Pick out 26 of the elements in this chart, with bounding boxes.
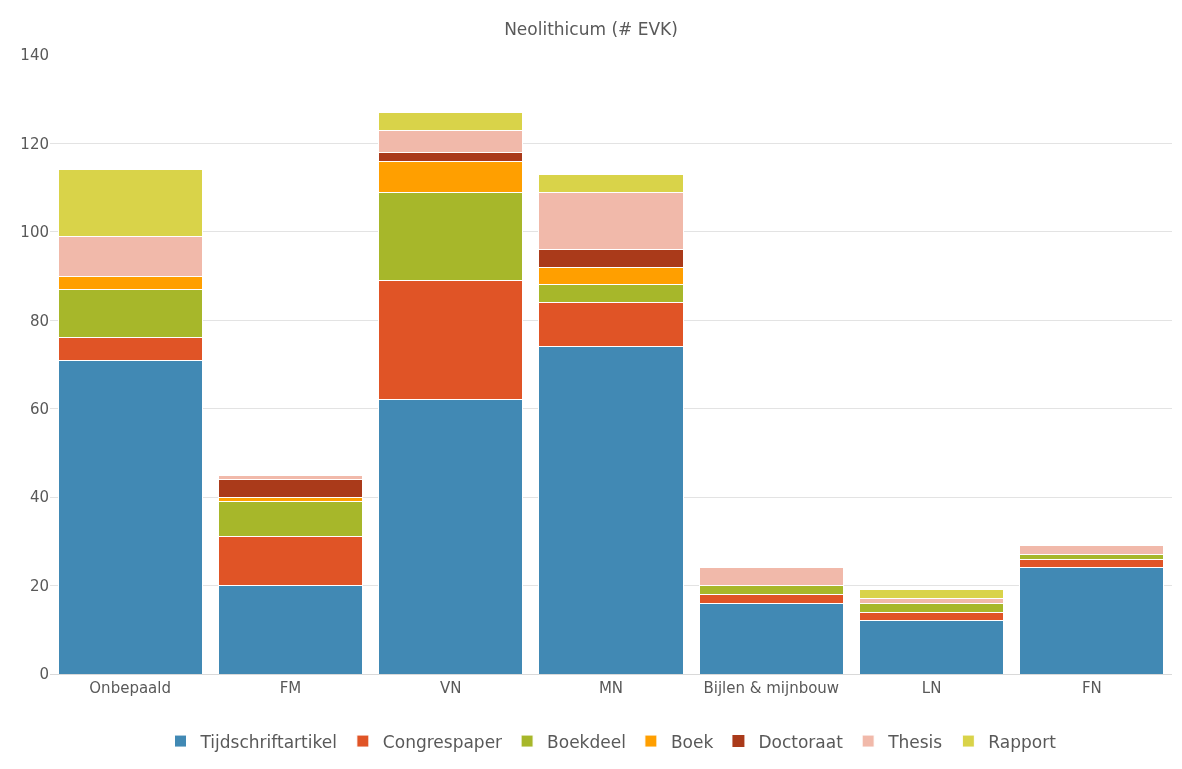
y-tick-label: 80 xyxy=(29,311,49,330)
y-tick-label: 120 xyxy=(20,134,49,153)
x-tick-label: Onbepaald xyxy=(89,679,171,697)
legend-label: Doctoraat xyxy=(758,731,844,752)
bar xyxy=(217,478,364,498)
legend-label: Thesis xyxy=(887,731,943,752)
y-tick-label: 0 xyxy=(39,665,49,684)
y-tick-label: 100 xyxy=(20,223,49,242)
y-tick-label: 140 xyxy=(20,46,49,65)
bar xyxy=(1019,545,1165,556)
x-tick-label: MN xyxy=(598,679,624,697)
x-tick-label: LN xyxy=(921,679,942,697)
chart-title: Neolithicum (# EVK) xyxy=(504,18,678,39)
x-tick-label: VN xyxy=(439,679,462,697)
legend-label: Rapport xyxy=(988,731,1057,752)
y-tick-label: 20 xyxy=(29,576,49,595)
y-tick-label: 40 xyxy=(29,488,49,507)
legend-label: Tijdschriftartikel xyxy=(199,731,337,752)
y-tick-label: 60 xyxy=(29,399,49,418)
bar xyxy=(858,589,1005,600)
x-tick-label: FM xyxy=(279,679,302,697)
legend-label: Congrespaper xyxy=(382,731,503,752)
legend-label: Boekdeel xyxy=(547,731,626,752)
legend-label: Boek xyxy=(670,731,714,752)
x-tick-label: FN xyxy=(1081,679,1102,697)
x-tick-label: Bijlen & mijnbouw xyxy=(703,679,840,697)
